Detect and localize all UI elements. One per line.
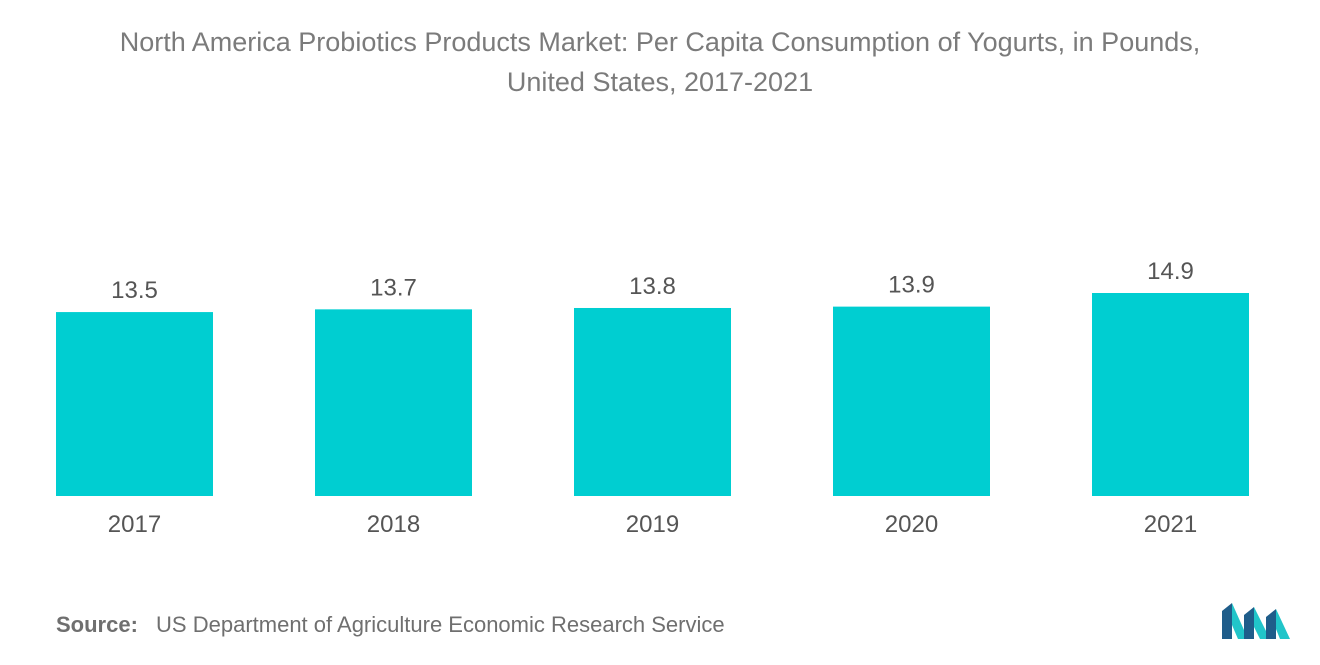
x-tick-label-2019: 2019	[626, 511, 679, 538]
data-label-2020: 13.9	[888, 272, 935, 299]
chart-title: North America Probiotics Products Market…	[0, 22, 1320, 102]
x-tick-label-2021: 2021	[1144, 511, 1197, 538]
data-label-2021: 14.9	[1147, 258, 1194, 285]
x-tick-label-2018: 2018	[367, 511, 420, 538]
x-tick-label-2017: 2017	[108, 511, 161, 538]
chart-title-line-2: United States, 2017-2021	[506, 67, 814, 97]
data-label-2017: 13.5	[111, 277, 158, 304]
bar-2018	[315, 309, 472, 496]
bar-chart: 13.5 2017 13.7 2018 13.8 2019 13.9 2020 14.9 2021	[56, 258, 1249, 538]
source-label: Source:	[56, 612, 138, 637]
bar-2020	[833, 306, 990, 496]
bar-2017	[56, 312, 213, 496]
bar-2019	[574, 307, 731, 496]
chart-title-line-1: North America Probiotics Products Market…	[119, 27, 1201, 57]
data-label-2018: 13.7	[370, 274, 417, 301]
mordor-intelligence-logo-icon	[1222, 603, 1290, 639]
data-label-2019: 13.8	[629, 273, 676, 300]
source-text: US Department of Agriculture Economic Re…	[156, 612, 725, 637]
bar-2021	[1092, 293, 1249, 496]
x-tick-label-2020: 2020	[885, 511, 938, 538]
source-note: Source: US Department of Agriculture Eco…	[56, 612, 725, 638]
